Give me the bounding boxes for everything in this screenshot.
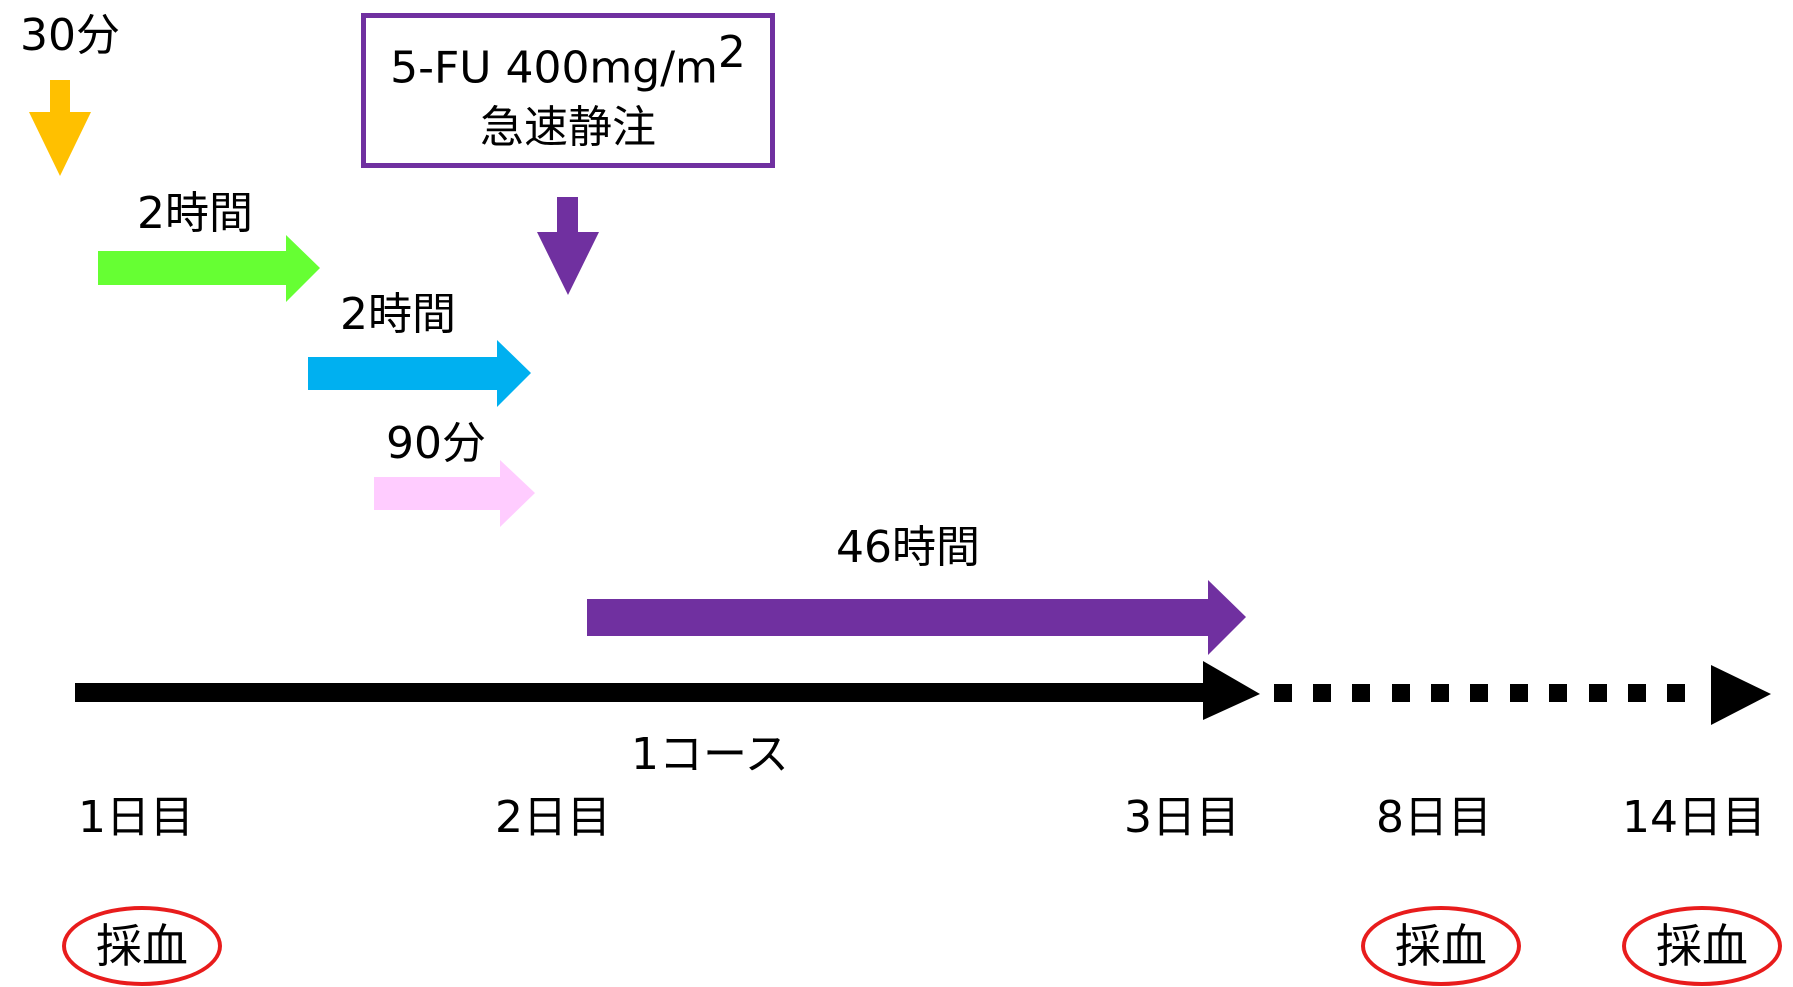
sampling-label: 採血 — [1395, 919, 1487, 973]
green-infusion-arrow — [98, 235, 320, 302]
blue-infusion-arrow — [308, 340, 531, 407]
day-label: 14日目 — [1622, 792, 1766, 843]
duration-purple: 46時間 — [836, 522, 980, 573]
blood-sampling-day14: 採血 — [1622, 906, 1782, 986]
course-label: 1コース — [631, 729, 789, 780]
bolus-drug-line1: 5-FU 400mg/m2 — [390, 27, 746, 94]
day-label: 3日目 — [1124, 792, 1240, 843]
day-label: 8日目 — [1376, 792, 1492, 843]
sampling-label: 採血 — [96, 919, 188, 973]
blood-sampling-day1: 採血 — [62, 906, 222, 986]
timeline-arrow — [75, 661, 1260, 720]
day-label: 2日目 — [495, 792, 611, 843]
pink-infusion-arrow — [374, 460, 535, 527]
bolus-drug-box: 5-FU 400mg/m2 急速静注 — [361, 13, 775, 168]
duration-pink: 90分 — [386, 418, 486, 469]
timeline-end-arrowhead — [1711, 665, 1771, 725]
day-label: 1日目 — [78, 792, 194, 843]
bolus-drug-line2: 急速静注 — [480, 102, 656, 154]
duration-blue: 2時間 — [340, 289, 456, 340]
purple-infusion-arrow — [587, 580, 1246, 655]
duration-green: 2時間 — [137, 188, 253, 239]
yellow-down-arrow — [29, 80, 91, 176]
sampling-label: 採血 — [1656, 919, 1748, 973]
timeline-dotted-extension — [1274, 684, 1685, 702]
blood-sampling-day8: 採血 — [1361, 906, 1521, 986]
superscript-2: 2 — [717, 27, 746, 79]
duration-yellow: 30分 — [20, 10, 120, 61]
purple-bolus-arrow — [537, 197, 599, 295]
